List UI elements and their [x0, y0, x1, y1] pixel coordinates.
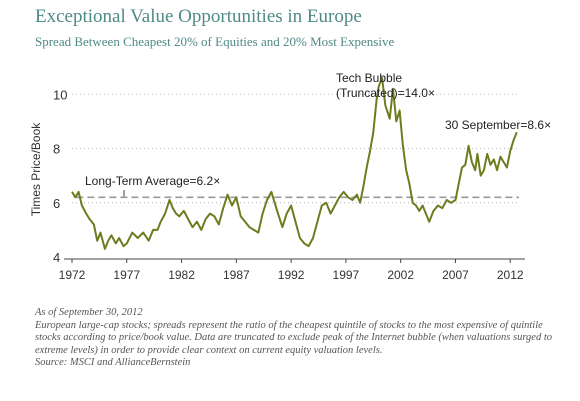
- y-tick-label: 6: [53, 196, 60, 211]
- annotation-tech-bubble-line: Tech Bubble: [336, 71, 402, 85]
- x-tick-label: 1977: [113, 268, 140, 282]
- x-tick-label: 2007: [442, 268, 469, 282]
- reference-line-label: Long-Term Average=6.2×: [85, 174, 220, 188]
- note-description: European large-cap stocks; spreads repre…: [35, 319, 553, 356]
- y-axis-label: Times Price/Book: [29, 122, 43, 217]
- chart-title: Exceptional Value Opportunities in Europ…: [35, 6, 362, 27]
- x-tick-label: 1992: [278, 268, 305, 282]
- y-tick-label: 4: [53, 250, 60, 265]
- y-tick-label: 8: [53, 142, 60, 157]
- line-chart: 4 6 8 10 Times Price/Book 1972 1977 1982 1987 199…: [29, 71, 551, 282]
- chart-notes: As of September 30, 2012 European large-…: [35, 307, 555, 370]
- x-tick-label: 2012: [497, 268, 524, 282]
- x-tick-label: 1982: [168, 268, 195, 282]
- annotation-tech-bubble: Tech Bubble (Truncated)=14.0×: [336, 71, 435, 100]
- annotation-tech-bubble-line: (Truncated)=14.0×: [336, 86, 435, 100]
- y-tick-label: 10: [53, 87, 67, 102]
- chart-subtitle: Spread Between Cheapest 20% of Equities …: [35, 34, 395, 49]
- series-line: [71, 77, 518, 250]
- note-date: As of September 30, 2012: [35, 307, 143, 318]
- annotation-current-value: 30 September=8.6×: [445, 118, 551, 132]
- x-tick-label: 1997: [333, 268, 360, 282]
- x-tick-label: 1987: [223, 268, 250, 282]
- x-tick-label: 1972: [59, 268, 86, 282]
- x-tick-label: 2002: [387, 268, 414, 282]
- note-source: Source: MSCI and AllianceBernstein: [35, 357, 191, 368]
